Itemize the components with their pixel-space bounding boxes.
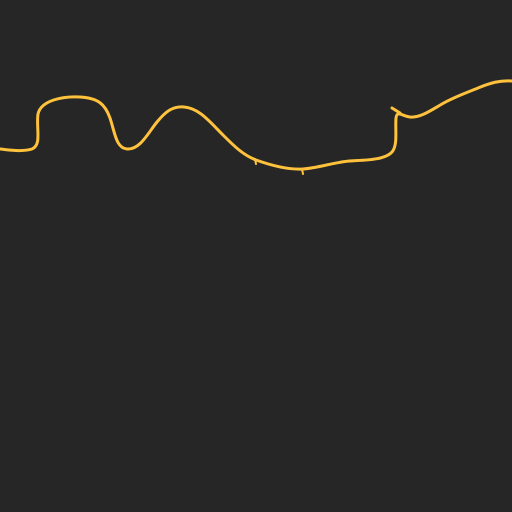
- wavy-line-hook: [390, 106, 402, 115]
- wavy-line-stroke: [0, 79, 512, 171]
- wavy-line-tick-1: [254, 158, 257, 165]
- wavy-line-tick-2: [301, 168, 304, 175]
